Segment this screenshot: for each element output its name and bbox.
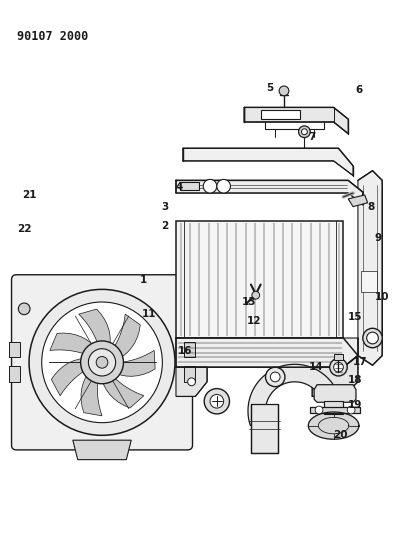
Text: 8: 8: [368, 201, 375, 212]
Bar: [334, 353, 343, 360]
Text: 2: 2: [161, 221, 168, 231]
Text: 9: 9: [375, 233, 382, 243]
Polygon shape: [176, 338, 358, 367]
Circle shape: [210, 394, 224, 408]
Bar: [184, 342, 195, 358]
Circle shape: [301, 129, 307, 135]
Polygon shape: [348, 195, 368, 207]
Circle shape: [299, 126, 310, 138]
Circle shape: [88, 349, 116, 376]
Circle shape: [42, 302, 162, 423]
Text: 21: 21: [22, 190, 37, 200]
Bar: [9, 366, 20, 382]
Circle shape: [315, 406, 323, 414]
Circle shape: [187, 378, 195, 386]
Circle shape: [217, 180, 230, 193]
Bar: [180, 182, 199, 190]
Text: 16: 16: [178, 346, 193, 356]
Polygon shape: [244, 108, 348, 134]
Polygon shape: [81, 373, 102, 416]
Text: 7: 7: [309, 132, 316, 142]
Polygon shape: [50, 333, 94, 354]
Bar: [184, 366, 195, 382]
Circle shape: [266, 367, 285, 386]
Text: 14: 14: [309, 362, 324, 372]
Polygon shape: [102, 376, 144, 408]
Circle shape: [203, 180, 217, 193]
Polygon shape: [314, 385, 356, 402]
Text: 19: 19: [348, 400, 363, 410]
Polygon shape: [116, 350, 155, 376]
Bar: [9, 342, 20, 358]
Polygon shape: [113, 314, 140, 359]
Circle shape: [347, 406, 355, 414]
Text: 22: 22: [17, 224, 32, 234]
Polygon shape: [310, 407, 360, 413]
Circle shape: [252, 292, 260, 299]
Polygon shape: [176, 367, 207, 397]
Text: 5: 5: [266, 83, 273, 93]
Polygon shape: [79, 309, 110, 346]
Text: 17: 17: [353, 357, 368, 367]
Text: 1: 1: [140, 274, 147, 285]
Text: 10: 10: [375, 292, 389, 302]
Circle shape: [363, 328, 382, 348]
Text: 6: 6: [355, 85, 362, 95]
Circle shape: [96, 357, 108, 368]
Polygon shape: [358, 171, 382, 365]
Circle shape: [18, 303, 30, 314]
Bar: [361, 271, 377, 292]
Polygon shape: [51, 359, 86, 395]
Circle shape: [367, 332, 378, 344]
Bar: [251, 404, 278, 453]
Circle shape: [334, 362, 343, 372]
Circle shape: [330, 359, 347, 376]
Bar: [176, 221, 343, 338]
Circle shape: [270, 372, 280, 382]
Text: 18: 18: [348, 375, 363, 385]
Polygon shape: [248, 364, 336, 425]
Circle shape: [81, 341, 123, 384]
Circle shape: [29, 289, 175, 435]
Polygon shape: [309, 412, 359, 439]
Circle shape: [279, 86, 289, 96]
Text: 90107 2000: 90107 2000: [17, 29, 89, 43]
Text: 11: 11: [142, 309, 156, 319]
FancyBboxPatch shape: [11, 275, 193, 450]
Bar: [324, 401, 343, 414]
Polygon shape: [176, 180, 363, 205]
Polygon shape: [183, 148, 353, 175]
Polygon shape: [73, 440, 131, 459]
Text: 13: 13: [242, 297, 256, 307]
Circle shape: [204, 389, 230, 414]
Polygon shape: [261, 110, 299, 119]
Text: 20: 20: [334, 430, 348, 440]
Text: 15: 15: [348, 312, 363, 321]
Text: 4: 4: [175, 182, 183, 192]
Text: 12: 12: [246, 317, 261, 327]
Text: 3: 3: [161, 201, 168, 212]
Polygon shape: [312, 356, 358, 397]
